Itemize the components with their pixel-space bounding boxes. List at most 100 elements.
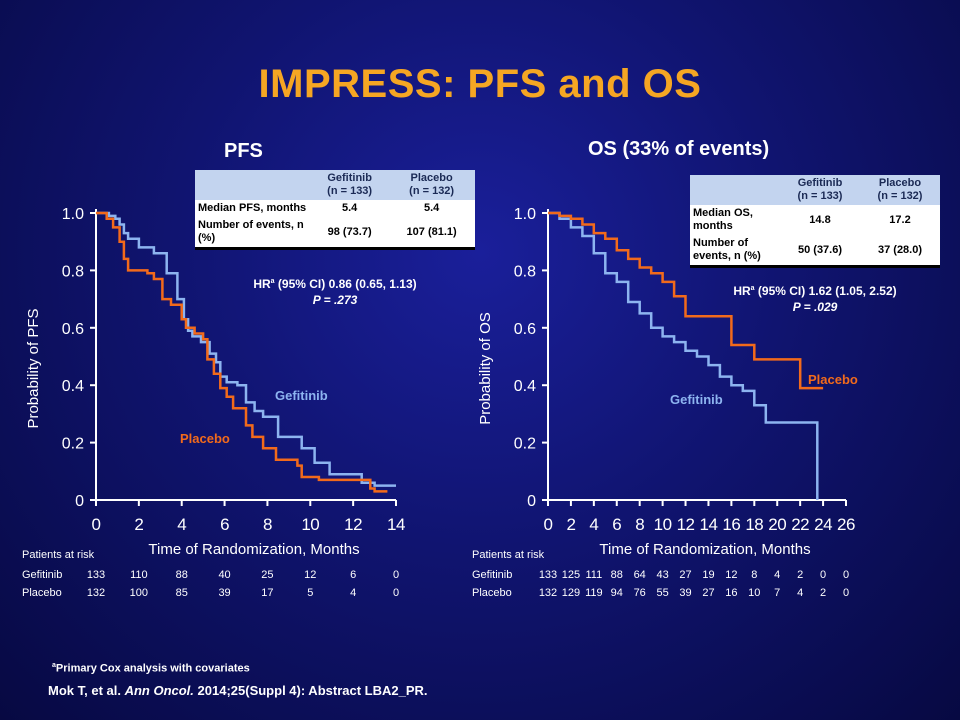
os-row-label: Number of events, n (%) — [693, 237, 761, 262]
risk-count: 0 — [392, 587, 400, 599]
os-x-tick-label: 2 — [566, 515, 575, 534]
os-x-tick-label: 8 — [635, 515, 644, 534]
risk-count: 88 — [175, 569, 188, 581]
risk-count: 129 — [561, 587, 581, 599]
risk-count: 10 — [748, 587, 761, 599]
pfs-x-tick-label: 12 — [344, 515, 362, 534]
pfs-row-label: Median PFS, months — [198, 202, 307, 214]
risk-count: 25 — [261, 569, 274, 581]
pfs-y-tick-label: 0.2 — [62, 436, 84, 453]
os-x-tick-label: 0 — [544, 515, 553, 534]
os-y-tick-label: 1.0 — [514, 206, 536, 223]
risk-count: 64 — [633, 569, 646, 581]
risk-count: 132 — [86, 587, 106, 599]
pfs-x-tick-label: 10 — [301, 515, 319, 534]
os-y-tick-label: 0 — [527, 493, 536, 510]
os-events-gefitinib: 50 (37.6) — [797, 243, 843, 256]
risk-count: 2 — [797, 569, 804, 581]
risk-count: 5 — [307, 587, 314, 599]
pfs-y-axis-label: Probability of PFS — [25, 308, 42, 428]
risk-count: 88 — [610, 569, 623, 581]
risk-count: 133 — [538, 569, 558, 581]
risk-row-label: Placebo — [22, 587, 62, 599]
os-placebo-label: Placebo — [808, 372, 858, 387]
os-y-tick-label: 0.8 — [514, 263, 536, 280]
pfs-col-placebo: Placebo (n = 132) — [388, 170, 475, 200]
risk-count: 17 — [261, 587, 274, 599]
risk-count: 8 — [751, 569, 758, 581]
risk-count: 27 — [702, 587, 715, 599]
os-x-tick-label: 24 — [814, 515, 832, 534]
footnote: aPrimary Cox analysis with covariates — [52, 662, 250, 675]
risk-count: 6 — [350, 569, 357, 581]
risk-count: 12 — [304, 569, 317, 581]
risk-count: 100 — [129, 587, 149, 599]
risk-table-title: Patients at risk — [472, 549, 545, 561]
os-row-label: Median OS, months — [693, 207, 753, 232]
risk-count: 19 — [702, 569, 715, 581]
os-x-tick-label: 22 — [791, 515, 809, 534]
pfs-gefitinib-curve — [96, 211, 396, 487]
pfs-y-tick-label: 0 — [75, 493, 84, 510]
os-median-placebo: 17.2 — [889, 213, 911, 226]
risk-count: 94 — [610, 587, 623, 599]
risk-count: 4 — [350, 587, 357, 599]
pfs-x-tick-label: 4 — [177, 515, 186, 534]
risk-count: 12 — [725, 569, 738, 581]
risk-count: 55 — [656, 587, 669, 599]
risk-count: 16 — [725, 587, 738, 599]
pfs-x-tick-label: 0 — [92, 515, 101, 534]
os-median-gefitinib: 14.8 — [809, 213, 831, 226]
risk-count: 0 — [820, 569, 827, 581]
pfs-y-tick-label: 1.0 — [62, 206, 84, 223]
os-y-tick-label: 0.4 — [514, 378, 536, 395]
os-x-tick-label: 10 — [654, 515, 672, 534]
pfs-panel-title: PFS — [224, 140, 263, 162]
pfs-x-tick-label: 6 — [220, 515, 229, 534]
risk-count: 43 — [656, 569, 669, 581]
pfs-placebo-curve — [96, 211, 388, 493]
pfs-median-gefitinib: 5.4 — [341, 202, 358, 214]
pfs-hazard-ratio: HRa (95% CI) 0.86 (0.65, 1.13) P = .273 — [253, 277, 417, 307]
os-gefitinib-label: Gefitinib — [670, 392, 723, 407]
risk-row-label: Gefitinib — [472, 569, 513, 581]
os-x-tick-label: 20 — [768, 515, 786, 534]
pfs-median-placebo: 5.4 — [423, 202, 440, 214]
risk-count: 110 — [130, 569, 148, 581]
os-x-tick-label: 18 — [745, 515, 763, 534]
os-y-axis-label: Probability of OS — [477, 312, 494, 425]
slide-title: IMPRESS: PFS and OS — [258, 62, 702, 106]
pfs-col-gefitinib: Gefitinib (n = 133) — [311, 170, 389, 200]
risk-count: 27 — [679, 569, 692, 581]
risk-count: 133 — [86, 569, 106, 581]
os-panel-title: OS (33% of events) — [588, 138, 770, 160]
pfs-x-tick-label: 2 — [134, 515, 143, 534]
risk-count: 4 — [774, 569, 781, 581]
risk-count: 132 — [538, 587, 558, 599]
pfs-events-placebo: 107 (81.1) — [406, 225, 457, 238]
risk-count: 7 — [774, 587, 781, 599]
os-col-gefitinib: Gefitinib (n = 133) — [780, 175, 860, 205]
os-x-tick-label: 26 — [837, 515, 855, 534]
risk-count: 0 — [842, 587, 850, 599]
risk-row-label: Gefitinib — [22, 569, 63, 581]
pfs-y-tick-label: 0.6 — [62, 321, 84, 338]
risk-count: 40 — [218, 569, 231, 581]
risk-count: 39 — [218, 587, 231, 599]
risk-count: 4 — [797, 587, 804, 599]
pfs-x-tick-label: 8 — [263, 515, 272, 534]
risk-table-title: Patients at risk — [22, 549, 95, 561]
pfs-stats-table: Gefitinib (n = 133) Placebo (n = 132) Medi… — [195, 170, 475, 250]
os-y-tick-label: 0.2 — [514, 436, 536, 453]
risk-count: 0 — [842, 569, 850, 581]
os-col-placebo: Placebo (n = 132) — [860, 175, 940, 205]
risk-row-label: Placebo — [472, 587, 512, 599]
risk-count: 2 — [820, 587, 827, 599]
risk-count: 0 — [392, 569, 400, 581]
risk-count: 111 — [585, 569, 603, 581]
pfs-events-gefitinib: 98 (73.7) — [327, 225, 372, 238]
risk-count: 119 — [585, 587, 603, 599]
pfs-x-tick-label: 14 — [387, 515, 405, 534]
os-x-tick-label: 14 — [700, 515, 718, 534]
